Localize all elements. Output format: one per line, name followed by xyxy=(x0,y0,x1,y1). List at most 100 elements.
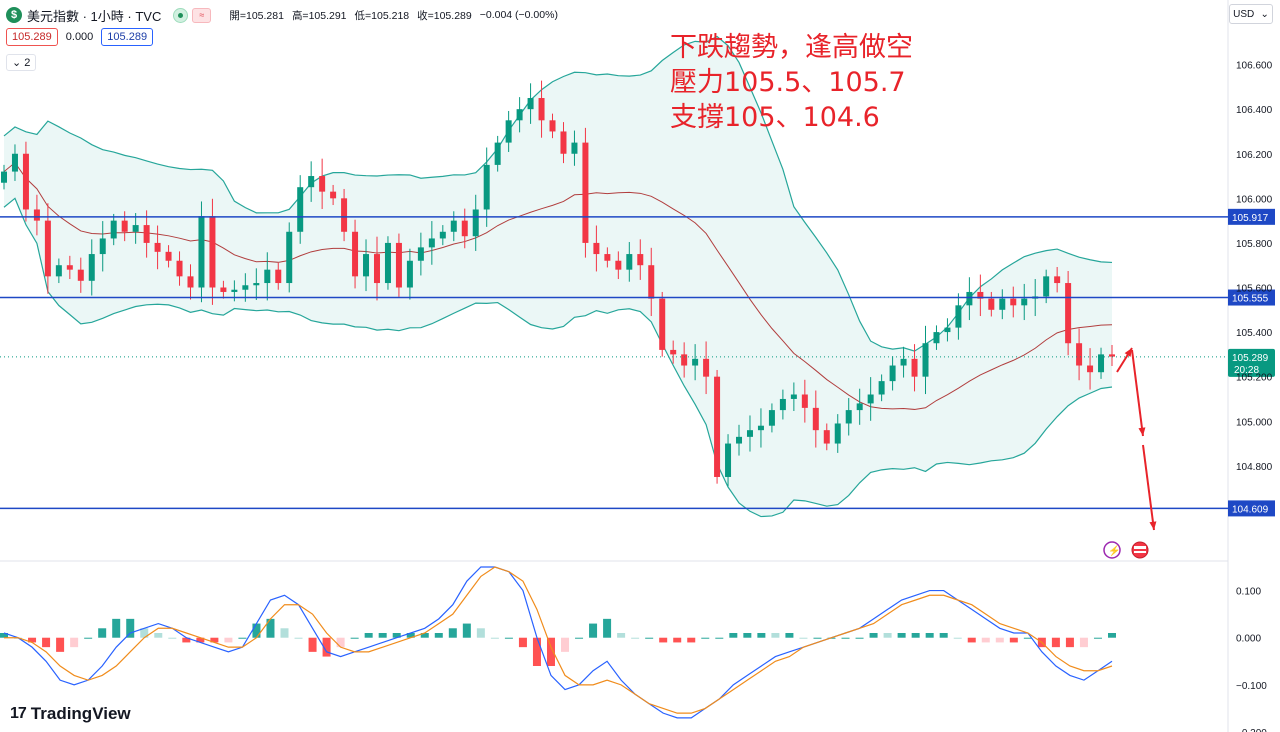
buy-price-box[interactable]: 105.289 xyxy=(101,28,154,46)
projection-arrow-down-target-head xyxy=(1149,521,1157,530)
projection-arrow-up-head xyxy=(1124,348,1132,357)
candle-body xyxy=(44,220,51,277)
histogram-bar xyxy=(126,618,135,638)
histogram-bar xyxy=(98,628,107,638)
candle-body xyxy=(22,153,29,210)
projection-arrow-down xyxy=(1131,349,1144,437)
flag-stripe-icon xyxy=(1134,546,1146,549)
candle-body xyxy=(801,394,808,408)
histogram-bar xyxy=(673,637,682,643)
histogram-bar xyxy=(953,637,962,639)
candle-body xyxy=(911,358,918,377)
candle-body xyxy=(527,98,534,110)
close-value: 收=105.289 xyxy=(417,9,472,22)
candle-body xyxy=(714,376,721,477)
histogram-bar xyxy=(617,633,626,638)
us-flag-event-icon xyxy=(1131,541,1149,559)
candle-body xyxy=(988,298,995,310)
histogram-bar xyxy=(701,637,710,639)
symbol-title[interactable]: 美元指數 · 1小時 · TVC xyxy=(27,8,162,24)
candle-body xyxy=(922,343,929,377)
histogram-bar xyxy=(140,628,149,638)
candle-body xyxy=(977,291,984,299)
candle-body xyxy=(1109,354,1115,357)
chart-header: $ 美元指數 · 1小時 · TVC ≈ 開=105.281 高=105.291… xyxy=(6,5,558,25)
candle-body xyxy=(703,358,710,377)
lightning-glyph-icon: ⚡ xyxy=(1108,544,1120,557)
candle-body xyxy=(33,209,40,221)
histogram-bar xyxy=(406,633,415,638)
histogram-bar xyxy=(392,633,401,638)
price-tick-label: 104.800 xyxy=(1236,462,1273,473)
wave-tool-icon[interactable]: ≈ xyxy=(192,7,212,23)
histogram-bar xyxy=(546,637,555,666)
candle-body xyxy=(384,242,391,284)
histogram-bar xyxy=(645,637,654,639)
candle-body xyxy=(1,171,7,183)
level-price-tag xyxy=(1228,289,1275,306)
candle-body xyxy=(77,269,84,281)
histogram-bar xyxy=(182,637,191,643)
histogram-bar xyxy=(1108,633,1116,638)
candle-body xyxy=(757,425,764,431)
candle-body xyxy=(472,209,479,237)
market-status-icon[interactable] xyxy=(173,7,189,23)
sell-price-box[interactable]: 105.289 xyxy=(6,28,58,46)
macd-tick-label: 0.000 xyxy=(1236,634,1261,645)
candle-body xyxy=(1043,276,1050,297)
indicator-collapse-toggle[interactable]: ⌄ 2 xyxy=(6,54,37,71)
histogram-bar xyxy=(981,637,990,643)
candle-body xyxy=(845,410,852,424)
histogram-bar xyxy=(659,637,668,643)
histogram-bar xyxy=(1079,637,1088,648)
histogram-bar xyxy=(799,637,808,639)
dollar-symbol-icon: $ xyxy=(6,7,22,23)
level-price-tag xyxy=(1228,208,1275,225)
price-tick-label: 105.000 xyxy=(1236,417,1273,428)
level-price-label: 105.555 xyxy=(1232,294,1269,305)
candle-body xyxy=(889,365,896,382)
histogram-bar xyxy=(420,633,429,638)
histogram-bar xyxy=(504,637,513,639)
low-value: 低=105.218 xyxy=(354,9,410,22)
histogram-bar xyxy=(378,633,387,638)
candle-body xyxy=(505,120,512,143)
candle-body xyxy=(856,403,863,411)
histogram-bar xyxy=(448,628,457,638)
candle-body xyxy=(725,443,732,477)
candle-body xyxy=(944,327,951,333)
currency-selector[interactable]: USD ⌄ xyxy=(1229,4,1273,24)
histogram-bar xyxy=(266,618,275,638)
projection-arrow-down-head xyxy=(1138,427,1146,436)
histogram-bar xyxy=(967,637,976,643)
histogram-bar xyxy=(757,633,766,638)
candle-body xyxy=(900,358,907,366)
bollinger-lower-line xyxy=(3,197,1113,518)
candle-body xyxy=(253,283,260,286)
histogram-bar xyxy=(1009,637,1018,643)
candle-body xyxy=(231,289,238,292)
candle-body xyxy=(549,120,556,132)
candle-body xyxy=(275,269,282,284)
candle-body xyxy=(494,142,501,165)
candle-body xyxy=(648,265,655,299)
candle-body xyxy=(121,220,128,232)
candle-body xyxy=(66,265,73,270)
histogram-bar xyxy=(112,618,121,638)
candle-body xyxy=(516,109,523,121)
histogram-bar xyxy=(364,633,373,638)
histogram-bar xyxy=(589,623,598,638)
candle-body xyxy=(209,216,216,288)
histogram-bar xyxy=(1023,637,1032,639)
change-value: −0.004 (−0.00%) xyxy=(479,9,558,21)
candle-body xyxy=(198,216,205,288)
macd-tick-label: 0.100 xyxy=(1236,587,1261,598)
histogram-bar xyxy=(434,633,443,638)
histogram-bar xyxy=(869,633,878,638)
price-tick-label: 105.400 xyxy=(1236,328,1273,339)
histogram-bar xyxy=(1051,637,1060,648)
annotation-line-1: 下跌趨勢，逢高做空 xyxy=(670,32,913,63)
price-tick-label: 105.200 xyxy=(1236,373,1273,384)
level-price-label: 105.917 xyxy=(1232,213,1269,224)
